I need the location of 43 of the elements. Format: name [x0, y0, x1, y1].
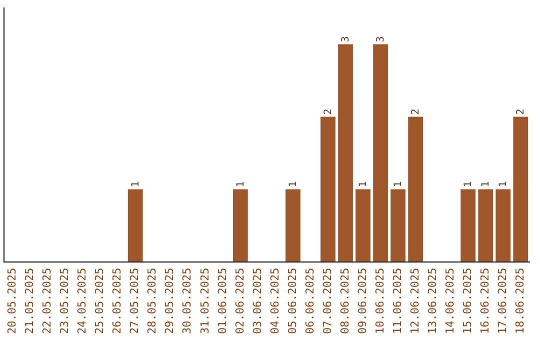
- x-tick-label: 02.06.2025: [233, 268, 246, 334]
- data-label: 3: [376, 36, 387, 42]
- data-label: 1: [463, 181, 474, 188]
- x-tick-label: 04.06.2025: [268, 268, 282, 334]
- data-label: 1: [480, 181, 492, 188]
- x-tick-label: 08.06.2025: [338, 268, 352, 334]
- x-tick-label: 03.06.2025: [250, 268, 264, 334]
- x-tick-label: 26.05.2025: [110, 268, 124, 334]
- x-tick-label: 12.06.2025: [408, 268, 422, 334]
- x-tick-label: 10.06.2025: [373, 268, 386, 334]
- x-tick-label: 20.05.2025: [6, 268, 19, 334]
- data-label: 1: [498, 181, 510, 188]
- x-tick-label: 15.06.2025: [460, 268, 474, 334]
- data-label: 1: [358, 181, 370, 188]
- data-label: 1: [393, 181, 404, 188]
- x-tick-label: 25.05.2025: [93, 268, 106, 334]
- data-label: 1: [235, 181, 246, 188]
- data-label: 2: [322, 108, 334, 115]
- data-label: 3: [340, 36, 352, 42]
- x-tick-label: 07.06.2025: [320, 268, 334, 334]
- x-tick-label: 31.05.2025: [198, 268, 212, 334]
- data-label: 1: [130, 181, 142, 188]
- x-tick-label: 17.06.2025: [496, 268, 509, 334]
- x-tick-label: 30.05.2025: [180, 268, 194, 334]
- x-tick-label: 09.06.2025: [356, 268, 369, 334]
- x-tick-label: 16.06.2025: [478, 268, 492, 334]
- x-tick-label: 23.05.2025: [58, 268, 72, 334]
- x-tick-label: 13.06.2025: [426, 268, 439, 334]
- x-tick-label: 05.06.2025: [286, 268, 299, 334]
- x-tick-label: 18.06.2025: [513, 268, 526, 334]
- x-tick-label: 22.05.2025: [40, 268, 54, 334]
- x-tick-label: 27.05.2025: [128, 268, 142, 334]
- x-tick-label: 01.06.2025: [216, 268, 229, 334]
- data-label: 2: [516, 108, 527, 115]
- data-label: 1: [288, 181, 299, 188]
- x-tick-label: 11.06.2025: [390, 268, 404, 334]
- data-label: 2: [410, 108, 422, 115]
- x-tick-label: 29.05.2025: [163, 268, 176, 334]
- x-tick-label: 28.05.2025: [146, 268, 159, 334]
- x-tick-label: 06.06.2025: [303, 268, 316, 334]
- x-tick-label: 14.06.2025: [443, 268, 456, 334]
- x-tick-label: 24.05.2025: [76, 268, 89, 334]
- x-tick-label: 21.05.2025: [23, 268, 36, 334]
